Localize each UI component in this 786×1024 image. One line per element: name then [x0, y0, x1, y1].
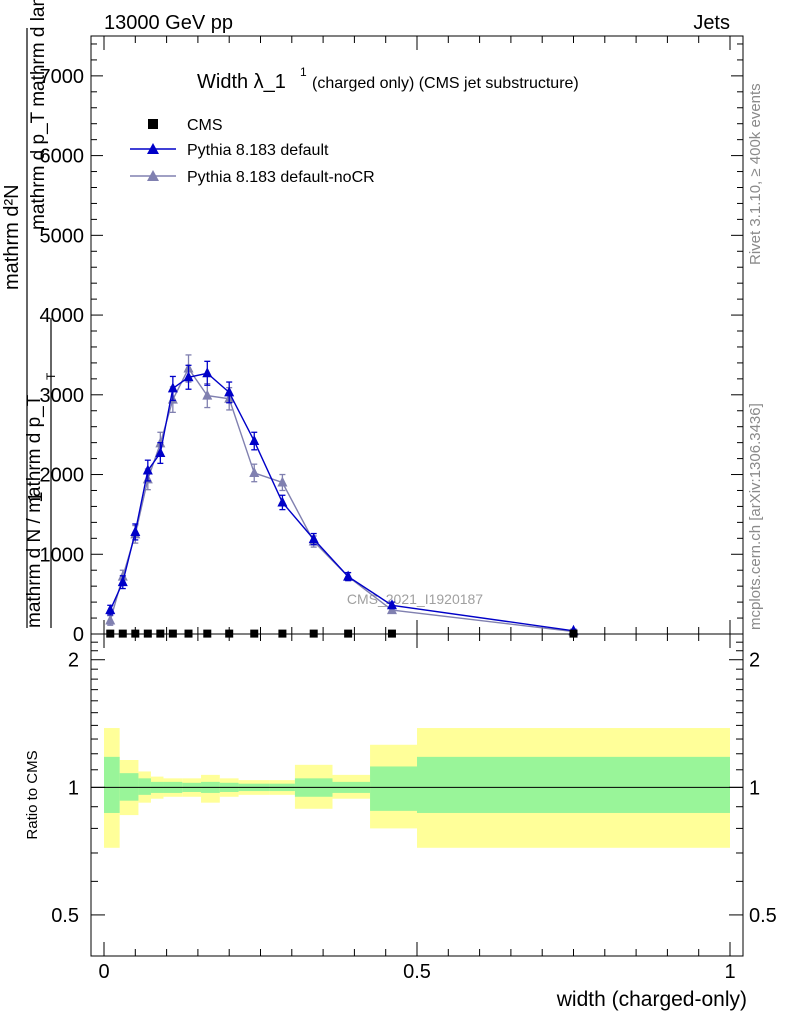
legend-nocr-marker: [147, 170, 159, 181]
main-panel: 0 1000 2000 3000 4000 5000 6000 7000 CMS_2021_I…: [1, 0, 744, 646]
band-inner-bin: [138, 778, 151, 795]
default-point: [249, 435, 260, 446]
band-inner-bin: [417, 756, 730, 813]
default-point: [308, 533, 319, 544]
default-point: [105, 604, 116, 615]
ratio-y-tick-label: 2: [68, 650, 79, 672]
y-label-denominator: mathrm d p_T mathrm d lambda: [28, 0, 49, 230]
default-point: [386, 599, 397, 610]
default-point: [183, 371, 194, 382]
y-tick-label: 0: [73, 624, 84, 646]
series-default-noCR: [105, 354, 579, 636]
y-tick-label: 1000: [40, 544, 85, 566]
rivet-label: Rivet 3.1.10, ≥ 400k events: [747, 83, 764, 265]
default-point: [224, 386, 235, 397]
x-tick-label: 0: [98, 961, 109, 983]
y-tick-label: 5000: [40, 225, 85, 247]
x-tick-label: 1: [724, 961, 735, 983]
default-point: [117, 576, 128, 587]
y-tick-label: 6000: [40, 146, 85, 168]
legend-cms-label: CMS: [187, 117, 223, 134]
ratio-y-tick-label-right: 0.5: [749, 905, 777, 927]
x-tick-label: 0.5: [403, 961, 431, 983]
y-tick-label: 3000: [40, 385, 85, 407]
nocr-point: [277, 476, 288, 487]
y-label-numerator: mathrm d²N: [1, 184, 23, 290]
ratio-y-tick-label: 1: [68, 777, 79, 799]
watermark: CMS_2021_I1920187: [347, 591, 483, 607]
band-inner-bin: [104, 756, 120, 813]
default-point: [343, 570, 354, 581]
default-line: [109, 372, 574, 632]
default-point: [130, 525, 141, 536]
main-y-ticks: 0 1000 2000 3000 4000 5000 6000 7000: [40, 43, 743, 646]
title-main: Width λ_1: [197, 71, 286, 93]
series-default: [105, 360, 579, 635]
legend: CMS Pythia 8.183 default Pythia 8.183 de…: [130, 117, 375, 186]
ratio-x-ticks: 0 0.5 1: [98, 634, 736, 983]
nocr-point: [202, 389, 213, 400]
header-right: Jets: [693, 12, 730, 34]
ratio-y-label: Ratio to CMS: [24, 750, 41, 839]
legend-nocr-label: Pythia 8.183 default-noCR: [187, 169, 375, 186]
default-point: [155, 447, 166, 458]
default-point: [142, 464, 153, 475]
y-label-prefix-den: mathrm d N / mathrm d p_T: [24, 394, 45, 628]
ratio-y-tick-label-right: 2: [749, 650, 760, 672]
y-label-sub: T: [44, 372, 58, 380]
nocr-point: [249, 466, 260, 477]
title-sup: 1: [300, 65, 307, 79]
header-left: 13000 GeV pp: [104, 12, 233, 34]
y-tick-label: 4000: [40, 305, 85, 327]
uncertainty-band-inner: [104, 756, 730, 813]
default-point: [277, 496, 288, 507]
main-x-ticks: [103, 36, 731, 634]
ratio-panel: 0.5 0.51 12 2 0 0.5 1 Ratio to CMS width (cha…: [24, 633, 777, 1011]
main-y-label: 1 mathrm d N / mathrm d p_T T mathrm d²N…: [1, 0, 58, 628]
default-point: [202, 367, 213, 378]
y-tick-label: 2000: [40, 465, 85, 487]
legend-cms-marker: [148, 119, 158, 129]
legend-default-label: Pythia 8.183 default: [187, 142, 329, 159]
band-inner-bin: [370, 766, 417, 811]
ratio-y-tick-label-right: 1: [749, 777, 760, 799]
x-axis-label: width (charged-only): [556, 988, 747, 1011]
y-label-prefix-num: 1: [25, 491, 47, 502]
default-point: [167, 382, 178, 393]
nocr-line: [109, 367, 574, 633]
legend-default-marker: [147, 143, 159, 154]
ratio-y-tick-label: 0.5: [51, 905, 79, 927]
ratio-y-ticks: 0.5 0.5 1 1 2 2: [51, 641, 777, 927]
nocr-point: [105, 614, 116, 625]
y-tick-label: 7000: [40, 66, 85, 88]
mcplots-label: mcplots.cern.ch [arXiv:1306.3436]: [747, 403, 764, 630]
title-rest: (charged only) (CMS jet substructure): [312, 75, 579, 92]
